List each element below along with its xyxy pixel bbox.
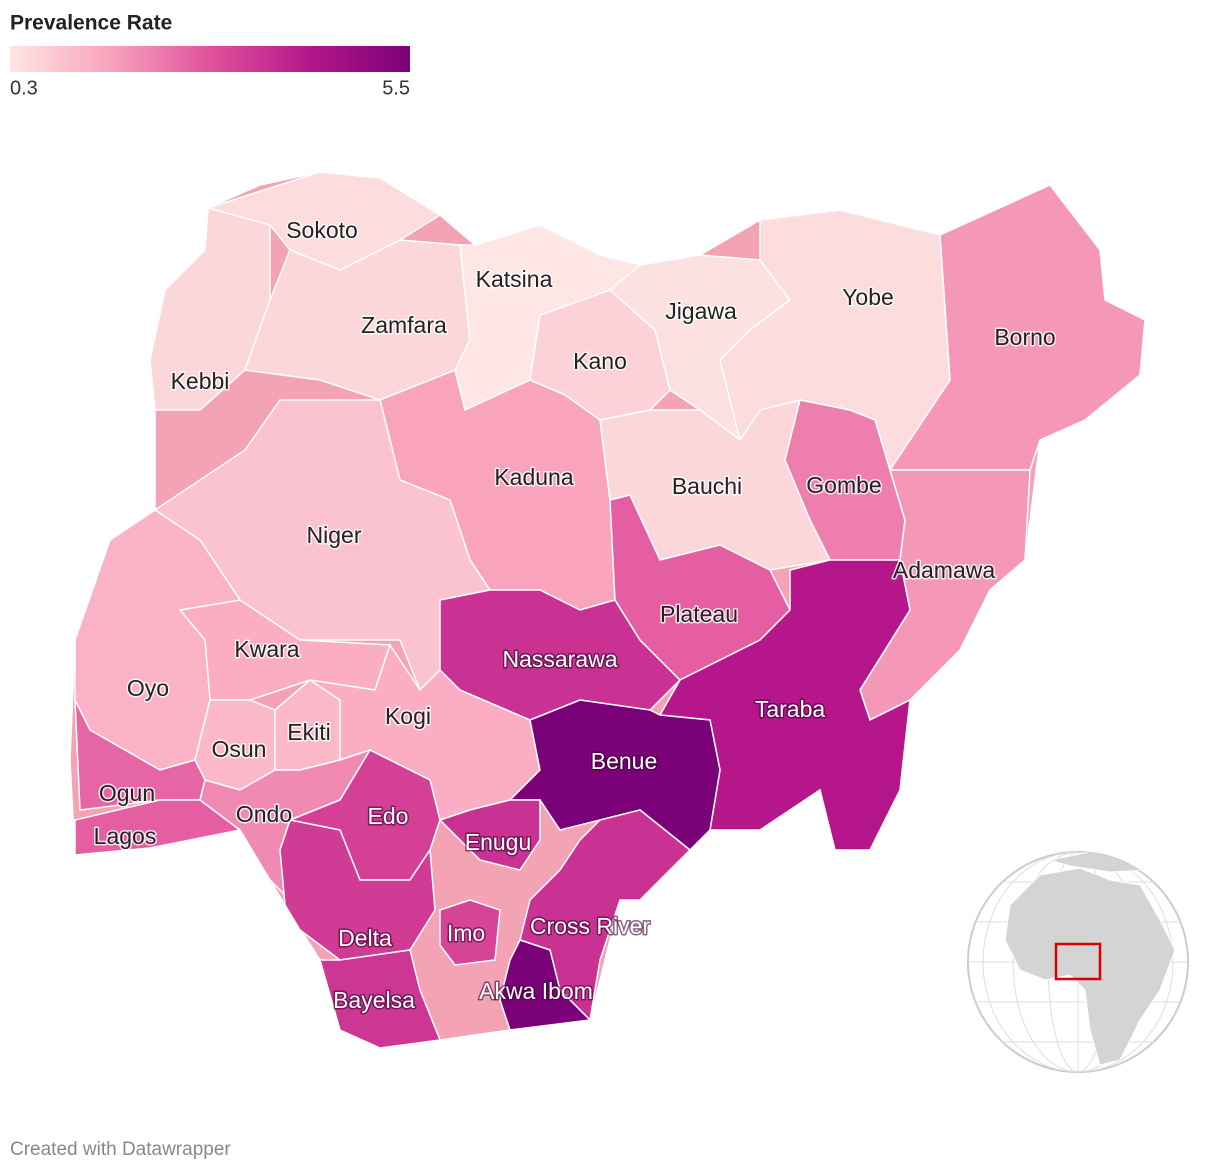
state-label: Cross River [530,913,650,939]
state-region [149,207,271,411]
state-label: Imo [447,920,485,946]
state-region [499,939,592,1031]
state-label: Borno [994,324,1055,350]
state-label: Kano [573,348,627,374]
state-label: Benue [591,748,658,774]
state-label: Yobe [842,284,894,310]
state-label: Nassarawa [502,646,617,672]
state-label: Ogun [99,780,155,806]
state-label: Ekiti [287,719,330,745]
state-region [438,799,541,871]
state-region [279,819,436,961]
locator-globe [967,851,1189,1073]
state-label: Osun [212,736,267,762]
states [74,171,1146,1049]
state-labels: Sokoto Kebbi Zamfara Katsina Kano Jigawa Yobe B… [92,216,1057,1015]
state-label: Jigawa [665,298,737,324]
state-label: Gombe [806,472,881,498]
legend-gradient [10,46,410,72]
state-region [319,949,442,1049]
footer: Created with Datawrapper [10,1139,231,1160]
state-region [658,559,911,851]
state-label: Kebbi [171,368,230,394]
state-region [439,899,501,966]
locator-box [1054,942,1102,981]
state-label: Bauchi [672,473,742,499]
state-label: Ondo [236,801,292,827]
state-label: Zamfara [361,312,447,338]
state-label: Katsina [476,266,553,292]
state-label: Plateau [660,601,738,627]
state-label: Akwa Ibom [479,978,593,1004]
state-label: Oyo [127,675,169,701]
legend-title: Prevalence Rate [10,12,172,35]
state-label: Delta [338,925,392,951]
state-label: Edo [368,803,409,829]
legend-max: 5.5 [382,77,410,99]
state-label: Lagos [94,823,157,849]
state-label: Bayelsa [333,987,415,1013]
state-label: Adamawa [893,557,995,583]
state-label: Kaduna [494,464,574,490]
state-label: Sokoto [286,217,358,243]
state-label: Enugu [465,829,532,855]
legend-min: 0.3 [10,77,38,99]
state-label: Niger [307,522,362,548]
state-label: Taraba [755,696,826,722]
state-label: Kwara [234,636,299,662]
state-label: Kogi [385,703,431,729]
